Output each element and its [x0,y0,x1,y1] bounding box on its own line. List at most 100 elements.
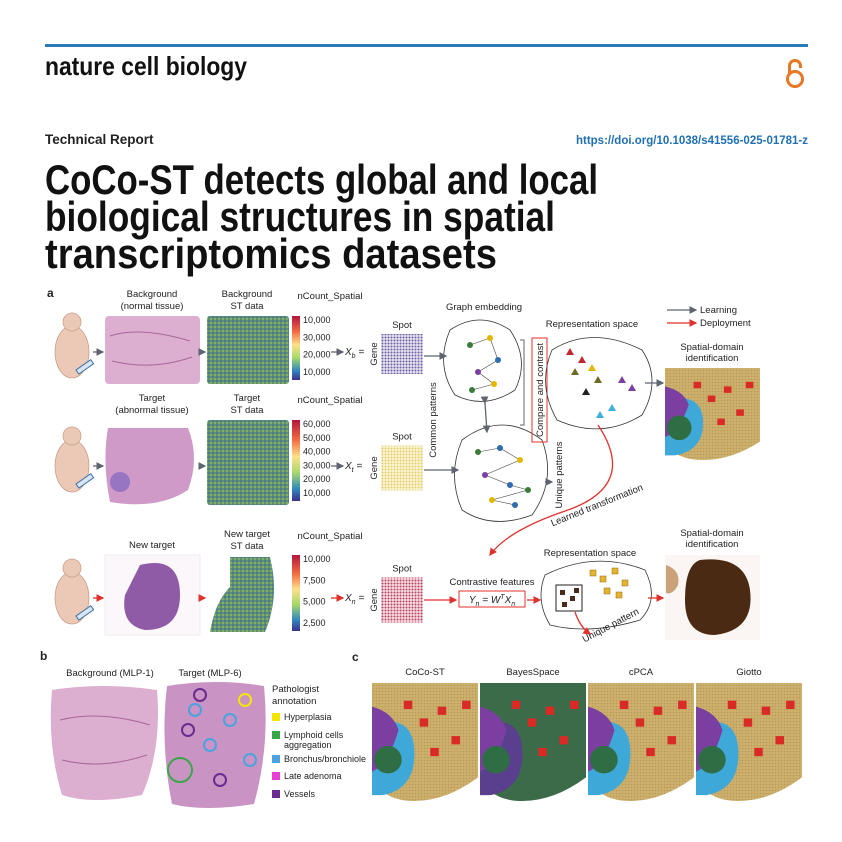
colorbar-title: nCount_Spatial [298,395,363,406]
legend-title: Pathologist [272,684,319,695]
domain-region [743,718,753,727]
representation-point [596,411,604,418]
domain-region [666,415,692,441]
matrix-symbol: Xb = [344,347,364,360]
graph-node [495,357,501,363]
domain-region [482,745,510,774]
st-label: New target [224,529,270,540]
representation-point [571,368,579,375]
journal-name: nature cell biology [45,51,247,81]
graph-edge [484,474,511,486]
representation-point [570,596,575,601]
st-label: ST data [230,301,264,312]
legend-title: annotation [272,696,316,707]
representation-point [574,588,579,593]
section-label: Contrastive features [449,577,534,588]
graph-edge [491,489,529,501]
colorbar-tick-label: 2,500 [303,618,326,628]
domain-region [374,745,402,774]
domain-region [717,418,725,426]
section-label: Graph embedding [446,302,522,313]
representation-point [562,602,567,607]
method-label: cPCA [629,667,654,678]
graph-node [475,449,481,455]
syringe-icon [75,472,95,489]
doi-link: https://doi.org/10.1038/s41556-025-01781… [576,135,808,147]
bidirectional-arrow [480,396,491,434]
tissue-label: New target [129,540,175,551]
domain-region [511,700,521,709]
graph-edge [484,459,521,476]
graph-node [507,482,513,488]
matrix-axis-label: Gene [369,342,380,365]
st-image [207,316,289,384]
colorbar-tick-label: 10,000 [303,315,331,325]
legend-swatch [272,755,280,763]
spatial-domain-image [696,683,802,801]
st-label: ST data [230,541,264,552]
matrix-axis-label: Gene [369,588,380,611]
panel-label: a [47,286,54,300]
colorbar-tick-label: 10,000 [303,554,331,564]
domain-region [786,700,795,709]
equation: Yn = WTXn [469,594,515,608]
representation-blob [540,560,652,630]
matrix-symbol: Xn = [344,593,364,606]
st-image [207,420,289,505]
annotation-region [238,693,252,707]
section-label: Spatial-domain [680,528,743,539]
legend-label: aggregation [284,740,332,750]
mouse-icon [62,426,82,446]
section-label: identification [686,539,739,550]
deployment-curve [489,424,614,557]
representation-point [599,575,607,583]
colorbar-tick-label: 10,000 [303,488,331,498]
colorbar-tick-label: 40,000 [303,447,331,457]
graph-edge [477,359,499,373]
representation-point [582,388,590,395]
math-text: X [504,595,512,606]
graph-edge [471,383,495,391]
image-label: Target (MLP-6) [178,668,241,679]
article-title: CoCo-ST detects global and local [45,156,598,203]
domain-region [527,718,537,727]
domain-region [451,736,460,745]
legend-swatch [272,713,280,721]
domain-region [462,700,471,709]
domain-region [570,700,579,709]
colorbar [292,420,300,501]
subscript: b [352,353,356,360]
annotation-region [167,757,193,783]
legend-label: Deployment [700,318,751,329]
colorbar-tick-label: 10,000 [303,367,331,377]
annotation-region [188,703,202,717]
tissue-label: (abnormal tissue) [115,405,188,416]
colorbar-title: nCount_Spatial [298,531,363,542]
tissue-label: Background [127,289,178,300]
flow-arrow [574,611,592,635]
tissue-image [105,316,200,384]
rotated-label: Unique pattern [581,606,641,645]
domain-region [590,745,618,774]
domain-region [754,747,763,757]
representation-point [578,356,586,363]
section-label: identification [686,353,739,364]
annotation-region [193,688,207,702]
matrix-axis-label: Gene [369,456,380,479]
representation-point [608,404,616,411]
representation-blob [545,337,653,430]
legend-swatch [272,731,280,739]
representation-point [566,348,574,355]
image-label: Background (MLP-1) [66,668,154,679]
domain-region [635,718,645,727]
tissue-image [50,686,158,800]
graph-node [497,445,503,451]
graph-node [475,369,481,375]
colorbar-tick-label: 30,000 [303,332,331,342]
domain-region [723,386,732,393]
spatial-domain-image [588,683,694,801]
graph-node [525,487,531,493]
graph-node [491,381,497,387]
